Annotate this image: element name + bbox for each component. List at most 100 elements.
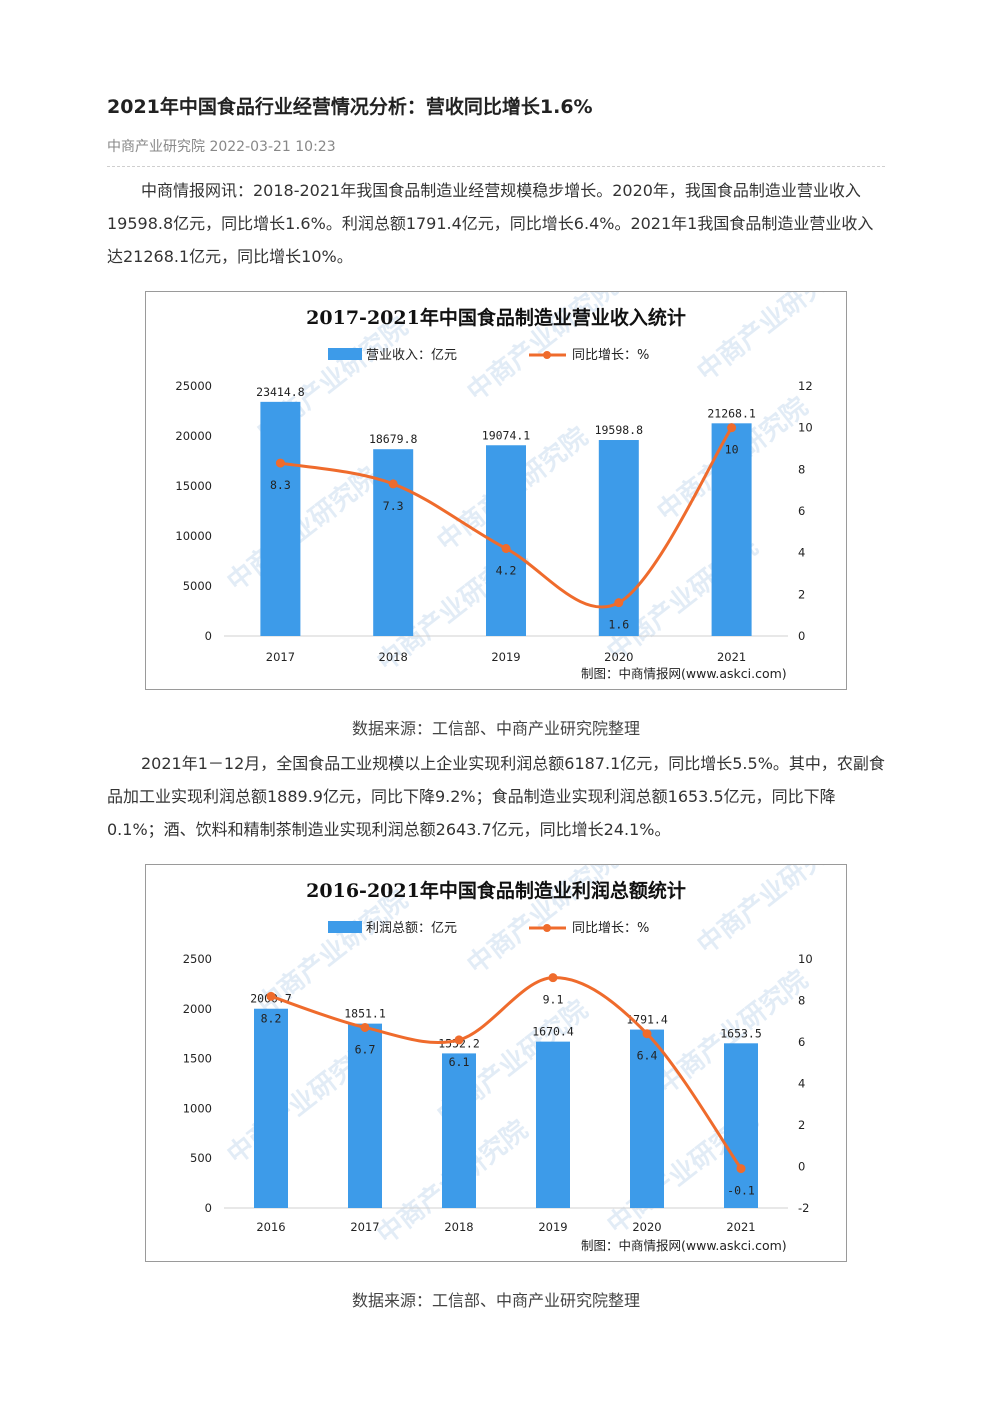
bar-2021 [724, 1043, 758, 1208]
y-right-tick: 2 [798, 1118, 805, 1132]
legend-bar-swatch [328, 921, 362, 933]
growth-value-label: 6.7 [355, 1042, 376, 1056]
growth-value-label: 6.1 [449, 1055, 470, 1069]
x-tick-2020: 2020 [604, 650, 633, 664]
article-meta: 中商产业研究院 2022-03-21 10:23 [107, 139, 336, 155]
bar-value-label: 19074.1 [482, 428, 531, 442]
growth-value-label: 8.3 [270, 478, 291, 492]
y-left-tick: 2000 [183, 1002, 212, 1016]
y-right-tick: 4 [798, 546, 805, 560]
growth-value-label: 9.1 [543, 993, 564, 1007]
y-left-tick: 15000 [175, 479, 212, 493]
growth-point-2017 [275, 458, 285, 468]
chart-title: 2016-2021年中国食品制造业利润总额统计 [306, 879, 686, 902]
growth-point-2019 [501, 544, 511, 553]
y-right-tick: 2 [798, 587, 805, 601]
bar-value-label: 23414.8 [256, 385, 305, 399]
legend-bar-label: 利润总额：亿元 [366, 921, 457, 936]
bar-value-label: 1851.1 [344, 1007, 386, 1021]
growth-point-2020 [642, 1029, 652, 1039]
watermark-text: 中商产业研究院 [691, 865, 846, 961]
growth-point-2020 [614, 598, 624, 608]
bar-value-label: 21268.1 [707, 406, 756, 420]
legend-line-marker [543, 351, 551, 359]
y-left-tick: 0 [205, 1201, 212, 1215]
growth-value-label: 10 [725, 443, 739, 457]
y-left-tick: 20000 [175, 429, 212, 443]
growth-value-label: 7.3 [383, 499, 404, 513]
y-left-tick: 500 [190, 1151, 212, 1165]
legend-line-label: 同比增长：% [572, 921, 649, 936]
bar-value-label: 1670.4 [532, 1025, 574, 1039]
growth-point-2021 [727, 423, 737, 433]
x-tick-2020: 2020 [632, 1220, 661, 1234]
profit-chart: 中商产业研究院 中商产业研究院 中商产业研究院 中商产业研究院 中商产业研究院 中商产业研… [145, 864, 847, 1262]
x-tick-2018: 2018 [379, 650, 408, 664]
y-right-tick: 4 [798, 1077, 805, 1091]
growth-value-label: -0.1 [727, 1184, 755, 1198]
x-tick-2016: 2016 [256, 1220, 285, 1234]
x-tick-2021: 2021 [726, 1220, 755, 1234]
legend-line-marker [543, 924, 551, 932]
bar-2016 [254, 1008, 288, 1208]
growth-point-2016 [266, 991, 276, 1001]
growth-point-2017 [360, 1022, 370, 1032]
bar-2018 [442, 1053, 476, 1208]
y-left-tick: 2500 [183, 952, 212, 966]
y-right-tick: 12 [798, 379, 813, 393]
growth-value-label: 6.4 [637, 1049, 658, 1063]
bar-value-label: 1653.5 [720, 1026, 762, 1040]
x-tick-2017: 2017 [350, 1220, 379, 1234]
bar-2019 [536, 1041, 570, 1208]
legend-bar-label: 营业收入：亿元 [366, 348, 457, 363]
bar-value-label: 19598.8 [595, 423, 644, 437]
chart-title: 2017-2021年中国食品制造业营业收入统计 [306, 306, 686, 329]
growth-value-label: 8.2 [261, 1011, 282, 1025]
bar-2017 [348, 1023, 382, 1208]
bar-2018 [373, 449, 414, 636]
paragraph-profit: 2021年1－12月，全国食品工业规模以上企业实现利润总额6187.1亿元，同比… [107, 754, 885, 839]
y-right-tick: 10 [798, 952, 813, 966]
growth-point-2018 [388, 479, 398, 489]
chart-credit: 制图：中商情报网(www.askci.com) [581, 666, 787, 681]
y-left-tick: 1000 [183, 1101, 212, 1115]
x-tick-2021: 2021 [717, 650, 746, 664]
bar-2017 [260, 401, 301, 636]
y-right-tick: 8 [798, 462, 805, 476]
divider [107, 166, 885, 167]
y-right-tick: 6 [798, 1035, 805, 1049]
y-left-tick: 5000 [183, 579, 212, 593]
source-caption-1: 数据来源：工信部、中商产业研究院整理 [351, 719, 640, 738]
chart-credit: 制图：中商情报网(www.askci.com) [581, 1238, 787, 1253]
legend-line-label: 同比增长：% [572, 348, 649, 363]
article-title: 2021年中国食品行业经营情况分析：营收同比增长1.6% [107, 96, 593, 118]
bar-2021 [711, 423, 752, 636]
paragraph-intro: 中商情报网讯：2018-2021年我国食品制造业经营规模稳步增长。2020年，我… [107, 181, 874, 266]
growth-point-2019 [548, 973, 558, 983]
y-right-tick: 8 [798, 994, 805, 1008]
growth-line [280, 426, 733, 609]
y-left-tick: 1500 [183, 1052, 212, 1066]
growth-value-label: 1.6 [608, 618, 629, 632]
watermark-text: 中商产业研究院 [221, 461, 384, 597]
y-right-tick: 6 [798, 504, 805, 518]
growth-point-2021 [736, 1164, 746, 1174]
y-left-tick: 0 [205, 629, 212, 643]
bar-2020 [630, 1029, 664, 1208]
x-tick-2017: 2017 [266, 650, 295, 664]
revenue-chart: 中商产业研究院 中商产业研究院 中商产业研究院 中商产业研究院 中商产业研究院 中商产业研… [145, 291, 847, 690]
watermark-text: 中商产业研究院 [691, 292, 846, 388]
y-left-tick: 10000 [175, 529, 212, 543]
growth-value-label: 4.2 [496, 564, 517, 578]
growth-point-2018 [454, 1035, 464, 1045]
x-tick-2018: 2018 [444, 1220, 473, 1234]
x-tick-2019: 2019 [491, 650, 520, 664]
y-left-tick: 25000 [175, 379, 212, 393]
y-right-tick: 0 [798, 629, 805, 643]
y-right-tick: 0 [798, 1160, 805, 1174]
bar-value-label: 18679.8 [369, 432, 418, 446]
y-right-tick: -2 [798, 1201, 809, 1215]
y-right-tick: 10 [798, 421, 813, 435]
